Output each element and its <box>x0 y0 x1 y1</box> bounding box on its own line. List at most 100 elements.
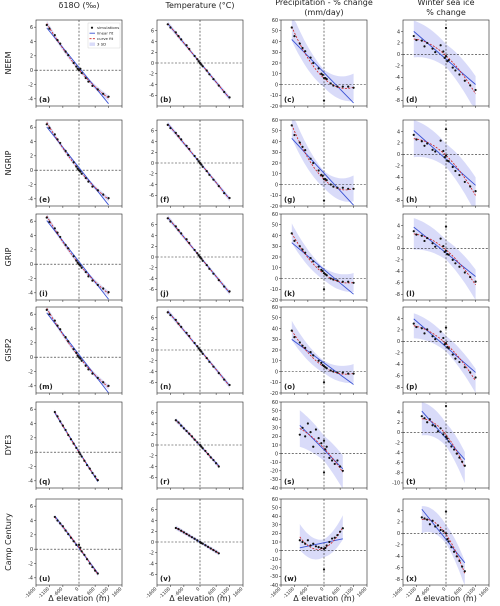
y-tick-label: 0 <box>151 540 154 546</box>
data-point <box>201 65 204 68</box>
y-tick-label: -10 <box>270 557 278 563</box>
data-point <box>182 531 185 534</box>
y-tick-label: -2 <box>28 82 33 88</box>
panel-letter: (g) <box>284 196 295 204</box>
data-point <box>80 550 83 553</box>
data-point <box>312 260 315 263</box>
data-point <box>67 433 70 437</box>
data-point <box>198 443 202 447</box>
y-tick-label: 10 <box>272 540 278 546</box>
data-point <box>96 376 99 380</box>
panel-letter: (b) <box>160 96 171 104</box>
data-point <box>447 440 450 443</box>
linear-fit-line <box>46 312 109 393</box>
y-tick-label: -20 <box>270 298 278 304</box>
data-point <box>80 172 83 175</box>
x-tick-label: 600 <box>86 586 96 596</box>
y-tick-label: -4 <box>28 479 33 485</box>
data-point <box>88 467 91 470</box>
y-tick-label: 20 <box>272 348 278 354</box>
plot-area <box>157 20 243 106</box>
data-point <box>206 545 210 548</box>
data-point <box>463 180 466 184</box>
data-point <box>450 546 453 549</box>
data-point <box>455 555 458 558</box>
data-point <box>91 372 94 375</box>
y-tick-label: -2 <box>149 454 154 460</box>
panel: -40 -30 -20 -10 0 10 20 30 40 50 60 (s) <box>270 400 368 492</box>
y-tick-label: 30 <box>272 150 278 156</box>
data-point <box>461 565 464 568</box>
y-tick-label: 0 <box>397 339 400 345</box>
data-point <box>198 255 202 259</box>
data-point <box>197 347 200 350</box>
y-tick-label: 6 <box>151 316 154 322</box>
curve-fit-line <box>46 122 109 200</box>
data-point <box>415 233 418 236</box>
y-tick-label: -2 <box>149 266 154 272</box>
data-point <box>298 245 301 248</box>
data-point <box>198 61 202 65</box>
data-point <box>347 372 350 375</box>
data-point <box>197 254 200 257</box>
y-tick-label: -6 <box>395 566 400 572</box>
y-tick-label: -6 <box>395 461 400 467</box>
y-tick-label: 0 <box>151 255 154 261</box>
data-point <box>442 336 445 340</box>
data-point <box>64 529 67 532</box>
data-point <box>412 230 415 233</box>
y-tick-label: -8 <box>395 98 400 104</box>
data-point <box>188 47 191 51</box>
data-point <box>293 35 296 38</box>
data-point <box>469 84 472 87</box>
data-point <box>290 329 293 332</box>
data-point <box>76 67 79 70</box>
data-point <box>444 249 448 252</box>
data-point <box>217 279 220 282</box>
y-tick-label: 0 <box>151 161 154 167</box>
data-point <box>317 265 320 268</box>
plot-area <box>36 499 122 585</box>
data-point <box>458 265 461 268</box>
data-point <box>423 332 426 335</box>
data-point <box>325 367 328 370</box>
data-point <box>444 435 448 439</box>
data-point <box>423 144 426 147</box>
x-axis-label: Δ elevation (m) <box>48 594 110 603</box>
data-point <box>420 327 423 330</box>
data-point <box>80 71 83 75</box>
y-tick-label: 0 <box>151 61 154 67</box>
band-3sd <box>291 120 354 202</box>
data-point <box>412 34 415 38</box>
linear-fit-line <box>46 126 109 206</box>
data-point <box>423 239 426 243</box>
data-point <box>454 357 457 360</box>
y-tick-label: -20 <box>270 204 278 210</box>
data-point <box>166 23 169 26</box>
plot-area <box>281 20 367 106</box>
y-tick-label: 50 <box>272 223 278 229</box>
data-point <box>458 360 461 364</box>
data-point <box>341 469 344 472</box>
data-point <box>329 369 332 372</box>
data-point <box>322 99 326 102</box>
panel: -4 -2 0 2 4 6 (i) <box>28 213 123 302</box>
data-point <box>201 165 204 168</box>
data-point <box>423 45 426 48</box>
panel: -6 -4 -2 0 2 4 6 (b) <box>149 19 244 108</box>
data-point <box>56 231 59 234</box>
panel-letter: (f) <box>160 196 169 204</box>
data-point <box>458 559 461 563</box>
data-point <box>312 354 315 357</box>
y-tick-label: 2 <box>397 141 400 147</box>
y-tick-label: 50 <box>272 505 278 511</box>
data-point <box>454 69 457 72</box>
data-point <box>174 526 177 530</box>
data-point <box>301 46 304 50</box>
data-point <box>469 275 472 279</box>
data-point <box>185 44 188 47</box>
data-point <box>336 85 339 88</box>
data-point <box>339 530 342 533</box>
data-point <box>177 528 180 531</box>
y-tick-label: 6 <box>151 29 154 35</box>
